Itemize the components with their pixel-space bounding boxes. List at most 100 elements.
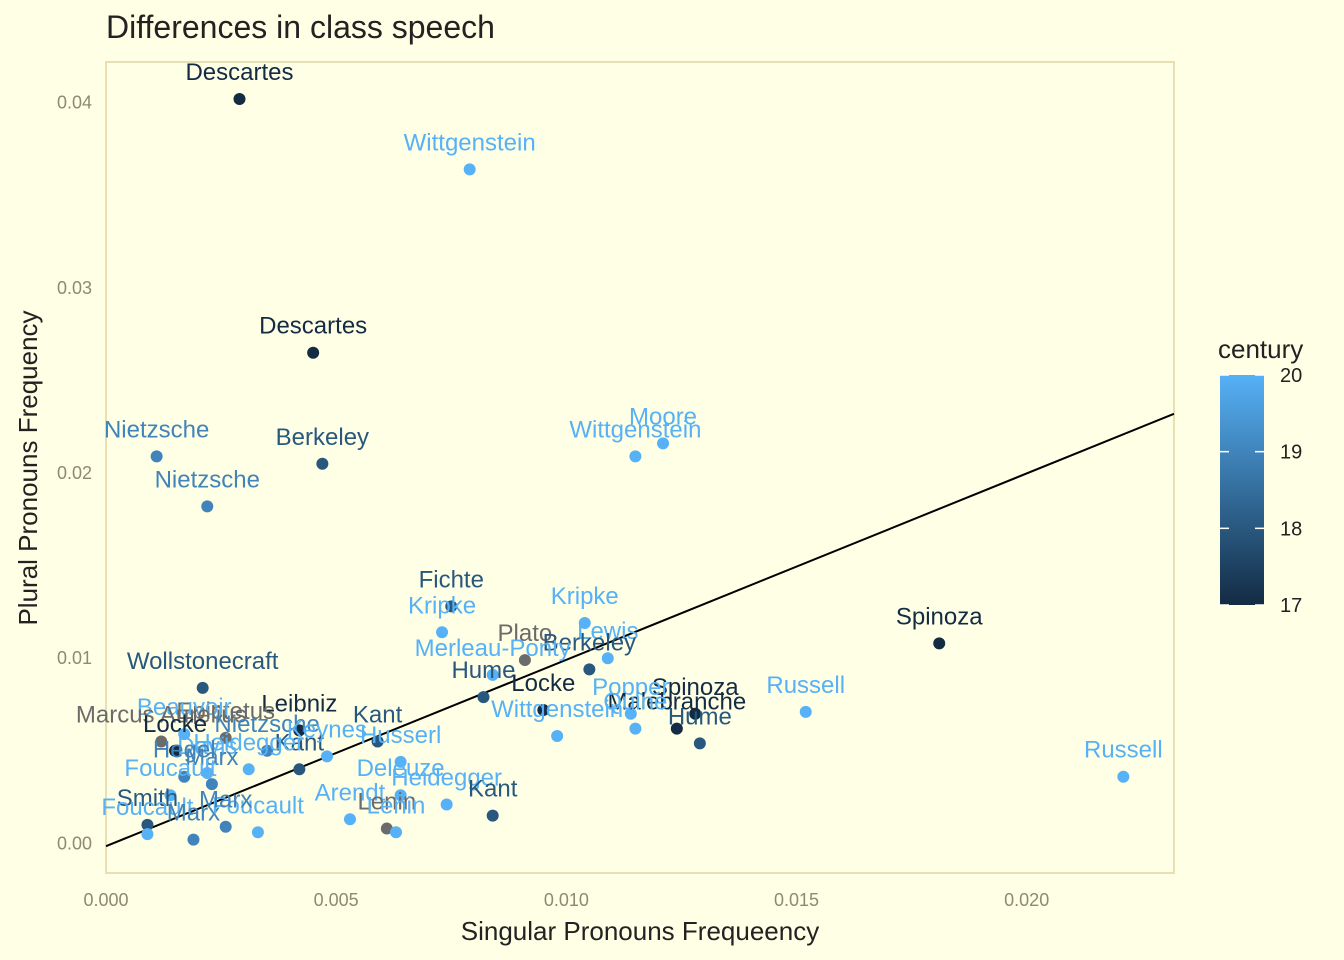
point-label: Hume [668,703,732,730]
data-point [219,820,232,833]
data-point [320,750,333,763]
point-label: Kripke [551,583,619,610]
legend-ticks: 17 18 19 20 [1220,365,1302,617]
data-point [261,744,274,757]
data-point [463,163,476,176]
point-label: Foucault [124,755,216,782]
point-label: Arendt [315,779,386,806]
point-label: Wittgenstein [491,696,623,723]
legend-tick-label: 20 [1280,365,1302,387]
data-point [233,93,246,106]
data-point [657,437,670,450]
point-label: Marx [167,800,220,827]
y-tick-label: 0.02 [57,463,92,483]
point-label: Deleuze [357,755,445,782]
data-point [390,826,403,839]
data-point [293,763,306,776]
data-point [1117,770,1130,783]
data-point [187,833,200,846]
point-label: Leibniz [261,690,337,717]
point-label: Davis [177,733,237,760]
data-point [689,707,702,720]
point-label: Foucault [212,792,304,819]
x-tick-label: 0.000 [83,890,128,910]
point-label: Husserl [360,722,441,749]
data-point [141,828,154,841]
legend-tick-label: 19 [1280,442,1302,464]
x-tick-label: 0.020 [1004,890,1049,910]
data-point [293,724,306,737]
x-tick-label: 0.005 [314,890,359,910]
point-label: Descartes [259,313,367,340]
data-point [551,729,564,742]
y-axis-ticks: 0.00 0.01 0.02 0.03 0.04 [57,93,92,854]
x-axis-title: Singular Pronouns Frequeency [461,916,819,946]
point-label: Kripke [408,592,476,619]
point-label: Quine [603,689,667,716]
point-label: Berkeley [543,629,636,656]
point-label: Merleau-Ponty [415,635,571,662]
data-point [155,735,168,748]
points-layer [141,93,1130,846]
data-point [242,763,255,776]
data-point [178,770,191,783]
data-point [436,626,449,639]
data-point [394,789,407,802]
data-point [394,755,407,768]
point-label: Marcus Aurelius [76,702,247,729]
point-label: Marx [199,787,252,814]
legend-title: century [1218,334,1303,364]
data-point [371,735,384,748]
x-tick-label: 0.010 [544,890,589,910]
point-label: Spinoza [652,674,739,701]
data-point [583,663,596,676]
point-label: Keynes [287,716,367,743]
century-legend: century 17 18 19 20 [1218,334,1303,617]
data-point [601,652,614,665]
point-label: Beauvoir [137,694,232,721]
point-label: Moore [629,403,697,430]
data-point [316,457,329,470]
point-labels-layer: Descartes Wittgenstein Descartes Nietzsche N… [76,59,1163,827]
legend-tick-label: 17 [1280,595,1302,617]
data-point [205,778,218,791]
data-point [150,450,163,463]
data-point [933,637,946,650]
y-tick-label: 0.03 [57,278,92,298]
data-point [343,813,356,826]
data-point [169,744,182,757]
point-label: Kant [353,702,403,729]
data-point [518,654,531,667]
legend-tick-label: 18 [1280,518,1302,540]
y-tick-label: 0.00 [57,833,92,853]
y-axis-title: Plural Pronouns Frequency [13,310,43,625]
point-label: Popper [592,674,669,701]
point-label: Wittgenstein [569,416,701,443]
data-point [624,707,637,720]
point-label: Kant [468,776,518,803]
data-point [670,722,683,735]
point-label: Locke [511,670,575,697]
point-label: Wollstonecraft [127,648,279,675]
x-axis-ticks: 0.000 0.005 0.010 0.015 0.020 [83,890,1049,910]
data-point [164,789,177,802]
data-point [178,728,191,741]
point-label: Lenin [357,789,416,816]
data-point [201,500,214,513]
chart-title: Differences in class speech [106,9,495,45]
data-point [251,826,264,839]
data-point [440,798,453,811]
y-tick-label: 0.04 [57,93,92,113]
data-point [219,731,232,744]
point-label: Smith [117,785,178,812]
data-point [196,681,209,694]
point-label: Plato [498,620,553,647]
data-point [380,822,393,835]
point-label: Lewis [577,618,638,645]
point-label: Russell [766,672,845,699]
point-label: Nietzsche [155,466,260,493]
data-point [477,691,490,704]
point-label: Wittgenstein [404,129,536,156]
